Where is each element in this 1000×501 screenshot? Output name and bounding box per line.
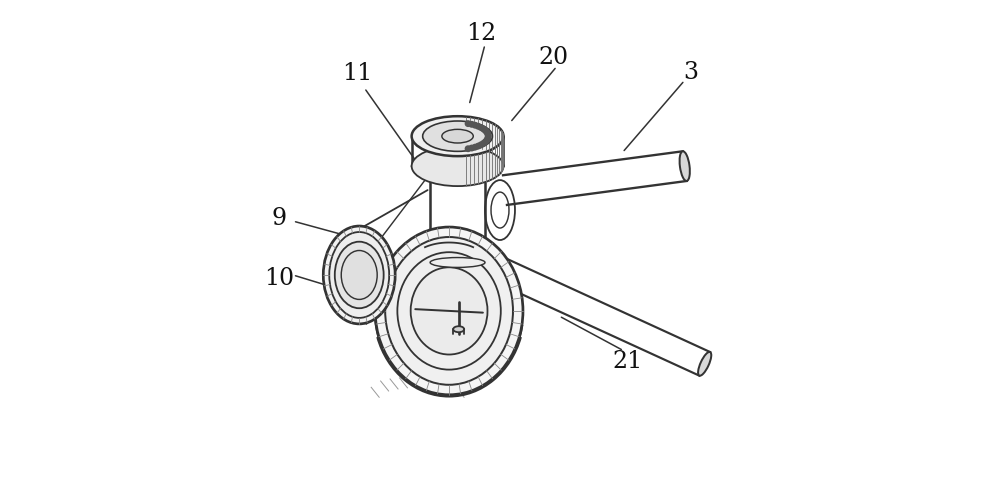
Text: 3: 3: [683, 61, 698, 84]
Ellipse shape: [411, 268, 487, 355]
Circle shape: [472, 123, 478, 129]
Ellipse shape: [323, 226, 395, 324]
Circle shape: [475, 124, 481, 130]
Circle shape: [481, 127, 486, 132]
Circle shape: [472, 145, 478, 151]
Ellipse shape: [412, 117, 503, 157]
Ellipse shape: [680, 152, 690, 182]
Circle shape: [465, 122, 471, 127]
Ellipse shape: [423, 122, 492, 152]
Circle shape: [469, 146, 474, 151]
Circle shape: [478, 143, 484, 148]
Ellipse shape: [329, 232, 389, 318]
Circle shape: [481, 141, 486, 147]
Circle shape: [482, 140, 488, 145]
Circle shape: [485, 133, 491, 139]
Ellipse shape: [453, 327, 464, 333]
Circle shape: [485, 135, 491, 140]
Circle shape: [484, 130, 489, 135]
Circle shape: [485, 132, 490, 137]
Ellipse shape: [698, 352, 711, 376]
Text: 21: 21: [612, 350, 642, 373]
Circle shape: [469, 122, 474, 128]
Text: 12: 12: [466, 22, 496, 45]
Text: 10: 10: [264, 267, 294, 290]
Text: 9: 9: [272, 206, 287, 229]
Ellipse shape: [335, 242, 384, 309]
Ellipse shape: [397, 253, 501, 370]
Circle shape: [485, 137, 490, 142]
Circle shape: [465, 147, 471, 152]
Ellipse shape: [385, 237, 513, 385]
Ellipse shape: [375, 227, 523, 395]
Ellipse shape: [412, 147, 503, 187]
Circle shape: [482, 128, 488, 134]
Text: 11: 11: [343, 62, 373, 85]
Ellipse shape: [430, 258, 485, 268]
Circle shape: [475, 144, 481, 149]
Circle shape: [484, 138, 489, 144]
Ellipse shape: [442, 130, 473, 144]
Ellipse shape: [430, 165, 485, 177]
Text: 20: 20: [539, 46, 569, 69]
Ellipse shape: [341, 251, 377, 300]
Circle shape: [478, 126, 484, 131]
